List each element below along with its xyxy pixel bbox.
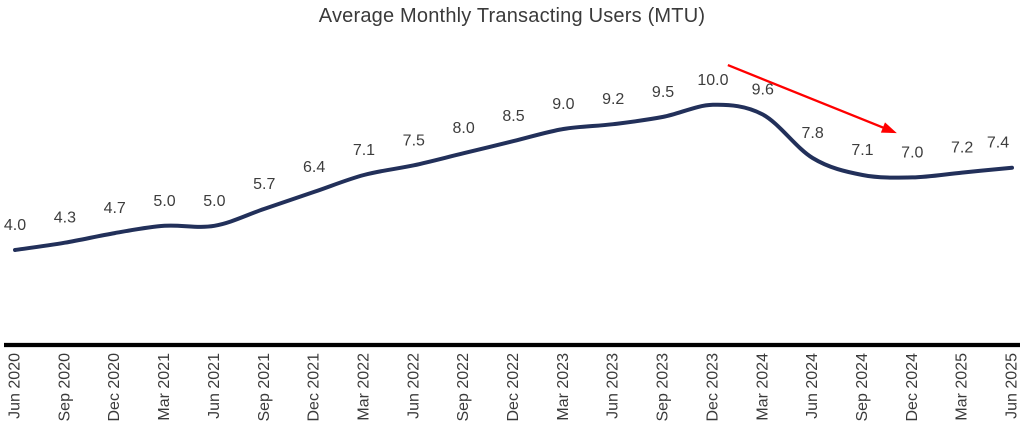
data-label: 5.0 (203, 193, 225, 210)
mtu-series-line (13, 102, 1014, 252)
data-label: 4.7 (104, 200, 126, 217)
data-label: 5.0 (153, 193, 175, 210)
x-axis-tick-label: Dec 2023 (704, 353, 721, 422)
data-label: 8.5 (502, 108, 524, 125)
x-axis-tick-label: Sep 2023 (655, 353, 672, 422)
data-label: 4.0 (4, 217, 26, 234)
data-label: 8.0 (453, 120, 475, 137)
x-axis-tick-label: Mar 2022 (355, 353, 372, 421)
x-axis-tick-label: Jun 2022 (405, 353, 422, 419)
data-label: 7.5 (403, 132, 425, 149)
x-axis-tick-label: Dec 2022 (505, 353, 522, 422)
x-axis-tick-label: Mar 2024 (754, 353, 771, 421)
data-label: 9.0 (552, 96, 574, 113)
x-axis-tick-label: Dec 2020 (106, 353, 123, 422)
x-axis-tick-label: Sep 2021 (256, 353, 273, 422)
x-axis-tick-label: Dec 2024 (904, 353, 921, 422)
data-label: 7.1 (353, 142, 375, 159)
x-axis-tick-label: Mar 2025 (954, 353, 971, 421)
x-axis-tick-label: Jun 2024 (804, 353, 821, 419)
chart-title: Average Monthly Transacting Users (MTU) (318, 5, 706, 27)
trend-arrow-head (880, 122, 897, 134)
x-axis-tick-label: Jun 2021 (206, 353, 223, 419)
x-axis-tick-label: Sep 2024 (854, 353, 871, 422)
data-label: 7.8 (801, 125, 823, 142)
x-axis-tick-label: Mar 2021 (156, 353, 173, 421)
data-label: 9.5 (652, 84, 674, 101)
data-label: 7.4 (987, 135, 1009, 152)
data-label: 5.7 (253, 176, 275, 193)
data-label: 6.4 (303, 159, 325, 176)
data-label: 9.2 (602, 91, 624, 108)
x-axis-tick-label: Jun 2023 (605, 353, 622, 419)
x-axis-tick-label: Jun 2020 (7, 353, 24, 419)
trend-arrow-shaft (727, 64, 889, 131)
data-label: 7.1 (851, 142, 873, 159)
data-label: 10.0 (697, 72, 728, 89)
data-label: 7.0 (901, 144, 923, 161)
x-axis-tick-label: Sep 2022 (455, 353, 472, 422)
data-label: 7.2 (951, 140, 973, 157)
x-axis-tick-label: Dec 2021 (306, 353, 323, 422)
data-label: 4.3 (54, 210, 76, 227)
x-axis-tick-label: Mar 2023 (555, 353, 572, 421)
data-label: 9.6 (752, 81, 774, 98)
x-axis-tick-label: Sep 2020 (56, 353, 73, 422)
x-axis-tick-label: Jun 2025 (1004, 353, 1021, 419)
